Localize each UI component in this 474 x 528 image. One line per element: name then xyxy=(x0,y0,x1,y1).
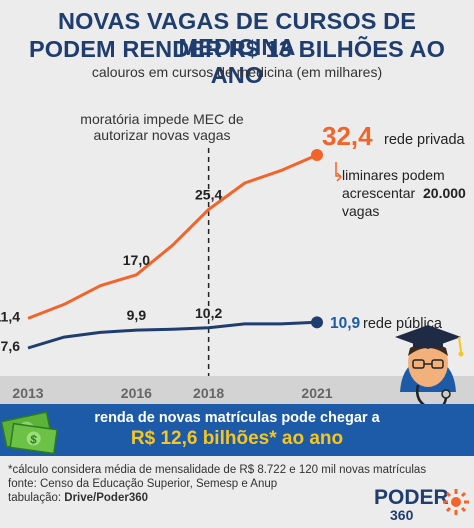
footer-source: fonte: Censo da Educação Superior, Semes… xyxy=(8,478,278,490)
footer-tab-prefix: tabulação: xyxy=(8,492,65,504)
chart-title-line1: NOVAS VAGAS DE CURSOS DE MEDICINA xyxy=(58,8,416,60)
footer-tabulation: tabulação: Drive/Poder360 xyxy=(8,491,148,505)
logo-word: PODER xyxy=(374,486,449,509)
revenue-band xyxy=(0,404,474,456)
privada-series-name: rede privada xyxy=(384,132,466,148)
x-tick-2016: 2016 xyxy=(121,385,152,401)
series-end-marker-publica xyxy=(311,316,323,329)
x-tick-2013: 2013 xyxy=(12,385,43,401)
series-line-publica xyxy=(27,320,318,350)
liminares-arrow xyxy=(336,172,343,182)
data-label-privada-2013: 11,4 xyxy=(0,308,20,324)
poder360-logo: PODER 360 xyxy=(374,486,469,522)
series-line-privada xyxy=(27,153,318,320)
privada-end-value: 32,4 xyxy=(322,121,373,151)
svg-text:$: $ xyxy=(29,432,38,447)
annotation-moratoria-line1: moratória impede MEC de xyxy=(80,111,244,127)
x-axis-band xyxy=(0,376,474,404)
data-label-privada-2018: 25,4 xyxy=(195,186,222,202)
logo-burst-icon xyxy=(443,489,469,515)
band-text-line2: R$ 12,6 bilhões* ao ano xyxy=(130,428,344,449)
money-illustration: $ $ xyxy=(0,411,58,455)
annotation-moratoria-line2: autorizar novas vagas xyxy=(94,127,231,143)
chart-title-line2: PODEM RENDER R$ 13 BILHÕES AO ANO xyxy=(29,36,445,88)
data-label-privada-2016: 17,0 xyxy=(123,252,150,268)
x-tick-2018: 2018 xyxy=(193,385,224,401)
footer-note: *cálculo considera média de mensalidade … xyxy=(8,464,427,476)
annotation-liminares-line2b: 20.000 xyxy=(423,185,466,201)
x-tick-2021: 2021 xyxy=(301,385,332,401)
data-label-publica-2018: 10,2 xyxy=(195,305,222,321)
publica-end-value: 10,9 xyxy=(330,315,361,332)
logo-number: 360 xyxy=(390,507,414,522)
series-end-marker-privada xyxy=(311,149,323,161)
graduate-illustration xyxy=(395,325,464,410)
footer-tab-credit: Drive/Poder360 xyxy=(64,492,149,504)
chart-subtitle: calouros em cursos de medicina (em milha… xyxy=(91,64,383,80)
annotation-liminares-line1: liminares podem xyxy=(342,167,445,183)
band-text-line1: renda de novas matrículas pode chegar a xyxy=(94,410,380,426)
data-label-publica-2013: 7,6 xyxy=(1,338,21,354)
data-label-publica-2016: 9,9 xyxy=(127,307,147,323)
annotation-liminares-line3: vagas xyxy=(342,203,379,219)
annotation-liminares-line2a: acrescentar xyxy=(342,185,415,201)
